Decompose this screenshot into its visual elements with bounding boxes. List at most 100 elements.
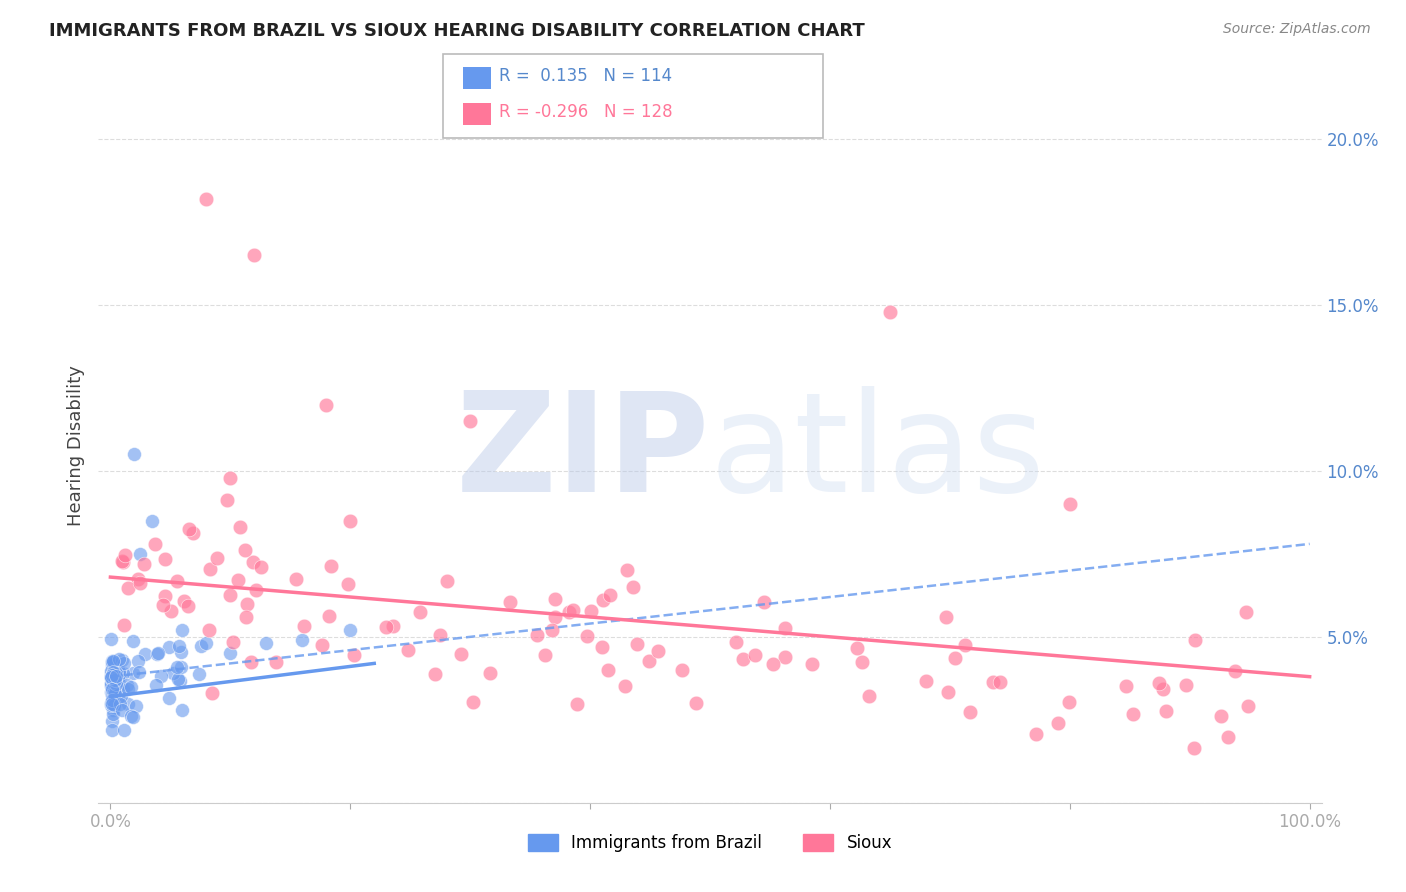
Point — [127, 572, 149, 586]
Point — [108, 666, 131, 681]
Point — [141, 514, 163, 528]
Point — [592, 593, 614, 607]
Point — [117, 681, 139, 696]
Point — [114, 548, 136, 562]
Point — [478, 665, 501, 680]
Point — [429, 627, 451, 641]
Point — [101, 655, 124, 669]
Point — [245, 582, 267, 597]
Point — [188, 666, 211, 681]
Point — [159, 604, 181, 618]
Point — [128, 576, 150, 591]
Point — [112, 665, 135, 680]
Point — [181, 525, 204, 540]
Point — [100, 675, 122, 690]
Point — [157, 690, 180, 705]
Point — [1225, 664, 1247, 678]
Point — [575, 629, 598, 643]
Point — [101, 668, 124, 682]
Point — [103, 698, 125, 712]
Point — [311, 638, 333, 652]
Point — [117, 581, 139, 595]
Point — [100, 676, 122, 690]
Text: R =  0.135   N = 114: R = 0.135 N = 114 — [499, 67, 672, 85]
Point — [153, 551, 176, 566]
Point — [155, 590, 177, 604]
Point — [169, 639, 191, 653]
Point — [100, 679, 122, 693]
Point — [423, 666, 446, 681]
Point — [914, 673, 936, 688]
Point — [638, 654, 661, 668]
Point — [101, 654, 124, 668]
Point — [195, 636, 218, 650]
Point — [1218, 730, 1240, 744]
Point — [616, 563, 638, 577]
Point — [100, 658, 122, 673]
Point — [1059, 497, 1081, 511]
Point — [190, 639, 212, 653]
Point — [1184, 633, 1206, 648]
Point — [526, 628, 548, 642]
Point — [242, 555, 264, 569]
Point — [148, 647, 170, 661]
Point — [100, 670, 122, 684]
Point — [103, 657, 125, 671]
Point — [396, 643, 419, 657]
Point — [733, 651, 755, 665]
Point — [1209, 709, 1232, 723]
Point — [107, 690, 129, 704]
Point — [103, 681, 125, 696]
Point — [544, 610, 567, 624]
Point — [219, 588, 242, 602]
Point — [215, 492, 238, 507]
Point — [120, 681, 142, 695]
Point — [879, 304, 901, 318]
Point — [110, 554, 132, 568]
Point — [752, 595, 775, 609]
Point — [132, 557, 155, 571]
Point — [744, 648, 766, 662]
Point — [195, 192, 218, 206]
Point — [315, 397, 337, 411]
Point — [936, 684, 959, 698]
Point — [100, 723, 122, 737]
Point — [292, 618, 315, 632]
Point — [112, 723, 135, 737]
Point — [381, 618, 404, 632]
Point — [374, 620, 396, 634]
Point — [101, 665, 124, 679]
Point — [235, 610, 257, 624]
Point — [409, 606, 432, 620]
Point — [1046, 715, 1069, 730]
Point — [145, 537, 167, 551]
Point — [1156, 704, 1178, 718]
Point — [219, 470, 242, 484]
Point — [461, 695, 484, 709]
Text: Source: ZipAtlas.com: Source: ZipAtlas.com — [1223, 22, 1371, 37]
Point — [125, 699, 148, 714]
Point — [115, 678, 138, 692]
Text: R = -0.296   N = 128: R = -0.296 N = 128 — [499, 103, 672, 120]
Point — [101, 707, 124, 722]
Point — [981, 675, 1004, 690]
Point — [122, 710, 145, 724]
Point — [101, 654, 124, 668]
Point — [318, 609, 340, 624]
Point — [458, 414, 481, 428]
Y-axis label: Hearing Disability: Hearing Disability — [66, 366, 84, 526]
Point — [935, 610, 957, 624]
Point — [1237, 698, 1260, 713]
Point — [1234, 605, 1257, 619]
Point — [254, 636, 277, 650]
Point — [167, 672, 190, 686]
Point — [955, 638, 977, 652]
Point — [1115, 679, 1137, 693]
Point — [112, 617, 135, 632]
Point — [105, 683, 128, 698]
Point — [235, 597, 257, 611]
Point — [100, 688, 122, 702]
Point — [450, 648, 472, 662]
Point — [107, 686, 129, 700]
Point — [626, 637, 648, 651]
